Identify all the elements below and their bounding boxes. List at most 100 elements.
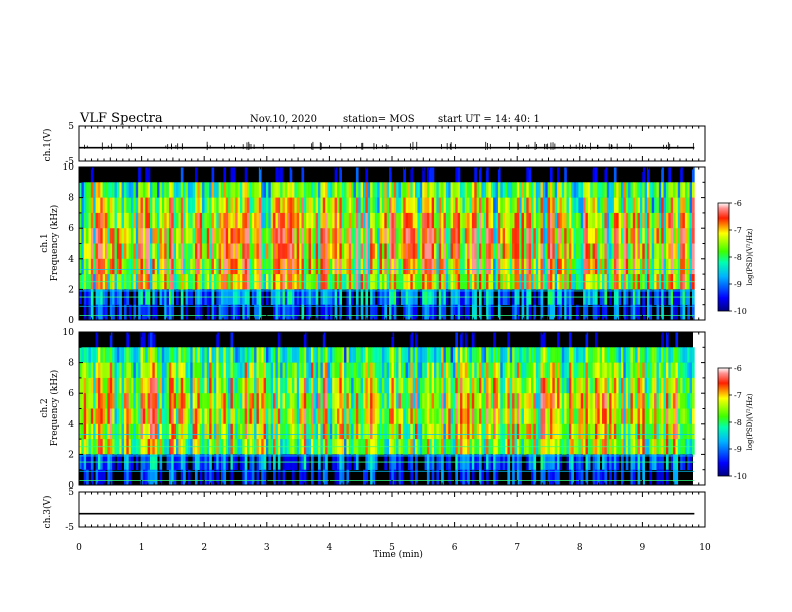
spectro-cell bbox=[341, 408, 345, 425]
spectro-cell bbox=[509, 182, 513, 198]
spectro-cell bbox=[119, 347, 122, 363]
spectro-cell bbox=[549, 212, 553, 229]
spectro-cell bbox=[100, 182, 103, 198]
spectro-cell bbox=[341, 347, 345, 363]
spectro-cell bbox=[145, 212, 148, 229]
spectro-cell bbox=[568, 212, 572, 229]
spectro-cell bbox=[455, 423, 458, 440]
spectro-cell bbox=[450, 228, 454, 244]
spectro-cell bbox=[154, 469, 158, 486]
spectro-cell bbox=[381, 393, 385, 409]
spectro-cell bbox=[251, 228, 255, 244]
spectro-cell bbox=[254, 243, 257, 260]
spectro-cell bbox=[341, 182, 345, 198]
spectro-cell bbox=[545, 228, 548, 244]
spectro-cell bbox=[142, 243, 146, 260]
spectro-cell bbox=[142, 469, 146, 486]
spectro-cell bbox=[474, 408, 477, 425]
spectro-cell bbox=[680, 167, 683, 183]
spectro-cell bbox=[566, 423, 570, 440]
spectro-cell bbox=[147, 182, 151, 198]
spectro-cell bbox=[585, 243, 589, 260]
spectro-cell bbox=[161, 423, 165, 440]
spectro-cell bbox=[559, 423, 563, 440]
spectro-cell bbox=[187, 182, 191, 198]
spectro-cell bbox=[441, 362, 444, 379]
spectro-cell bbox=[620, 197, 624, 214]
spectro-cell bbox=[377, 258, 380, 275]
spectro-cell bbox=[547, 347, 551, 363]
spectro-cell bbox=[310, 212, 314, 229]
spectro-cell bbox=[526, 362, 529, 379]
spectro-cell bbox=[377, 393, 380, 409]
spectro-cell bbox=[308, 197, 312, 214]
spectro-cell bbox=[661, 408, 664, 425]
spectro-cell bbox=[192, 408, 196, 425]
spectro-cell bbox=[398, 408, 402, 425]
spectro-cell bbox=[299, 362, 302, 379]
spectro-cell bbox=[346, 243, 350, 260]
spectro-cell bbox=[571, 182, 574, 198]
spectro-cell bbox=[673, 243, 676, 260]
spectro-cell bbox=[490, 362, 494, 379]
spectro-cell bbox=[88, 347, 92, 363]
spectro-cell bbox=[296, 182, 300, 198]
spectro-cell bbox=[133, 408, 137, 425]
spectro-cell bbox=[145, 408, 148, 425]
spectro-cell bbox=[639, 197, 643, 214]
spectro-cell bbox=[460, 469, 463, 486]
spectro-cell bbox=[308, 243, 312, 260]
spectro-cell bbox=[244, 197, 248, 214]
spectro-cell bbox=[426, 423, 430, 440]
spectro-cell bbox=[594, 182, 598, 198]
spectro-cell bbox=[131, 423, 134, 440]
spectro-cell bbox=[538, 423, 541, 440]
spectro-cell bbox=[680, 393, 683, 409]
spectro-cell bbox=[223, 167, 227, 183]
spectro-cell bbox=[514, 258, 518, 275]
spectro-cell bbox=[613, 377, 617, 394]
spectro-cell bbox=[105, 258, 108, 275]
spectro-cell bbox=[426, 347, 430, 363]
spectro-cell bbox=[360, 362, 364, 379]
spectro-cell bbox=[486, 393, 489, 409]
spectro-cell bbox=[242, 347, 245, 363]
spectro-cell bbox=[327, 304, 331, 321]
spectro-cell bbox=[339, 408, 343, 425]
spectro-cell bbox=[519, 228, 522, 244]
spectro-cell bbox=[521, 197, 525, 214]
spectro-cell bbox=[571, 347, 574, 363]
spectro-cell bbox=[682, 377, 686, 394]
spectro-cell bbox=[322, 408, 326, 425]
spectro-cell bbox=[292, 304, 295, 321]
spectro-cell bbox=[670, 243, 674, 260]
spectro-cell bbox=[400, 243, 404, 260]
spectro-cell bbox=[379, 243, 383, 260]
spectro-cell bbox=[490, 408, 494, 425]
spectro-cell bbox=[658, 393, 662, 409]
spectro-cell bbox=[109, 393, 113, 409]
spectro-cell bbox=[116, 182, 120, 198]
spectro-cell bbox=[502, 393, 506, 409]
spectro-cell bbox=[329, 362, 333, 379]
spectro-cell bbox=[389, 243, 392, 260]
spectro-cell bbox=[540, 182, 544, 198]
spectro-cell bbox=[429, 347, 432, 363]
spectro-cell bbox=[348, 377, 352, 394]
spectro-cell bbox=[564, 167, 567, 183]
spectro-cell bbox=[296, 423, 300, 440]
spectro-cell bbox=[673, 393, 676, 409]
spectro-cell bbox=[403, 228, 406, 244]
spectro-cell bbox=[301, 423, 305, 440]
spectro-cell bbox=[346, 228, 350, 244]
spectro-cell bbox=[228, 258, 231, 275]
spectro-cell bbox=[580, 258, 584, 275]
spectro-cell bbox=[79, 377, 82, 394]
spectro-cell bbox=[90, 347, 94, 363]
spectro-cell bbox=[97, 408, 101, 425]
spectro-cell bbox=[396, 423, 399, 440]
spectro-cell bbox=[557, 362, 560, 379]
spectro-cell bbox=[161, 408, 165, 425]
spectro-cell bbox=[265, 408, 269, 425]
spectro-cell bbox=[322, 304, 326, 321]
